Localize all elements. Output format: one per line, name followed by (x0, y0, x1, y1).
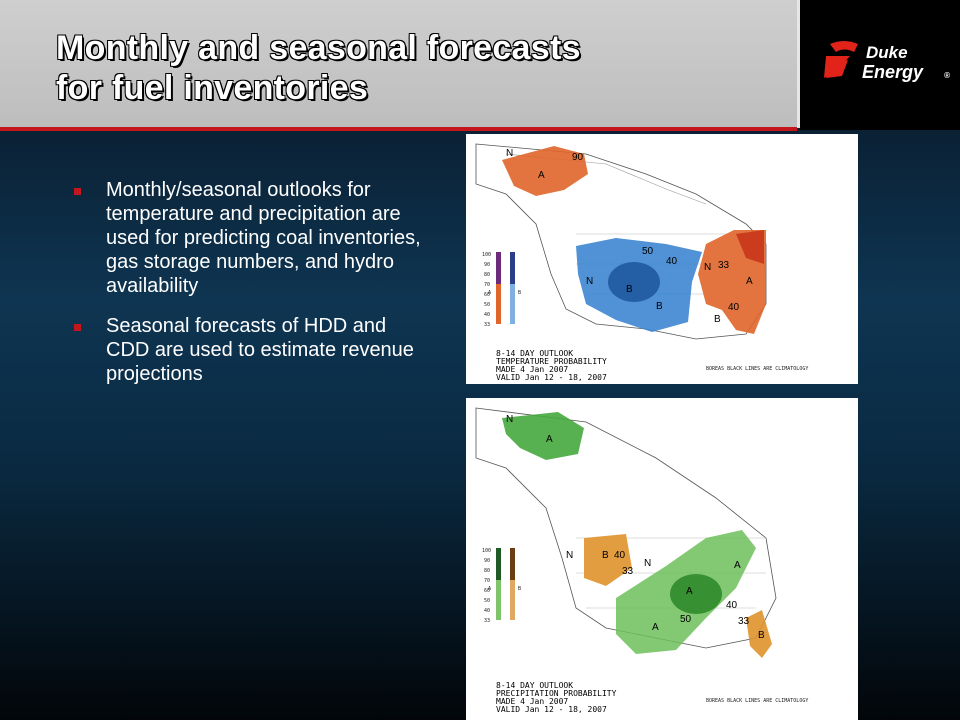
legend-value: 100 (482, 252, 491, 258)
map-label: B (714, 314, 721, 325)
legend-value: 70 (484, 578, 490, 584)
map-label: B (758, 630, 765, 641)
bullet-square-icon (74, 324, 81, 331)
map-label: B (626, 284, 633, 295)
legend-letter: B (518, 290, 521, 296)
map-caption: VALID Jan 12 - 18, 2007 (496, 705, 607, 714)
duke-energy-logo: Duke Energy ® (824, 41, 950, 82)
map-label: 40 (666, 256, 678, 267)
temperature-legend: 100 90 80 70 60 50 40 33 A B (482, 252, 521, 328)
logo-panel: Duke Energy ® (800, 0, 960, 130)
bullet-list: Monthly/seasonal outlooks for temperatur… (74, 178, 434, 402)
slide-title: Monthly and seasonal forecasts for fuel … (56, 28, 756, 108)
legend-value: 60 (484, 292, 490, 298)
precipitation-legend: 100 90 80 70 60 50 40 33 A B (482, 548, 521, 624)
map-label: 40 (614, 550, 626, 561)
bullet-item: Seasonal forecasts of HDD and CDD are us… (74, 314, 434, 386)
title-bar (0, 0, 800, 128)
alaska-above-region (502, 412, 584, 460)
west-below-region (584, 534, 632, 586)
map-label: N (506, 148, 513, 159)
title-underline (0, 127, 797, 131)
bullet-text: Monthly/seasonal outlooks for temperatur… (106, 179, 421, 297)
map-label: A (686, 586, 693, 597)
legend-letter: A (488, 290, 491, 296)
bullet-square-icon (74, 188, 81, 195)
temperature-map-graphic: N A B N A N B B 90 33 40 50 40 100 90 80… (475, 143, 808, 382)
southeast-below-region (746, 610, 772, 658)
map-caption: MADE 4 Jan 2007 (496, 365, 568, 374)
legend-value: 70 (484, 282, 490, 288)
map-caption: 8-14 DAY OUTLOOK (496, 349, 573, 358)
map-label: 50 (680, 614, 692, 625)
map-note: BOREAS BLACK LINES ARE CLIMATOLOGY (706, 698, 808, 704)
map-label: 40 (728, 302, 740, 313)
logo-line-1: Duke (866, 43, 908, 62)
alaska-above-region (502, 146, 588, 196)
map-caption: PRECIPITATION PROBABILITY (496, 689, 617, 698)
temperature-outlook-map: N A B N A N B B 90 33 40 50 40 100 90 80… (466, 134, 858, 384)
map-label: N (566, 550, 573, 561)
legend-letter: B (518, 586, 521, 592)
map-label: 40 (726, 600, 738, 611)
legend-letter: A (488, 586, 491, 592)
bullet-text: Seasonal forecasts of HDD and CDD are us… (106, 315, 414, 385)
map-label: 33 (718, 260, 730, 271)
legend-value: 40 (484, 312, 490, 318)
legend-value: 33 (484, 618, 490, 624)
legend-value: 80 (484, 272, 490, 278)
legend-value: 50 (484, 598, 490, 604)
map-label: A (746, 276, 753, 287)
map-label: 50 (642, 246, 654, 257)
map-label: 33 (622, 566, 634, 577)
precipitation-outlook-map: N A N B N A A A B 33 40 50 40 33 100 90 … (466, 398, 858, 720)
duke-energy-flame-icon (824, 41, 858, 78)
legend-value: 90 (484, 558, 490, 564)
map-label: A (652, 622, 659, 633)
map-label: N (586, 276, 593, 287)
bullet-item: Monthly/seasonal outlooks for temperatur… (74, 178, 434, 298)
precipitation-map-graphic: N A N B N A A A B 33 40 50 40 33 100 90 … (475, 407, 808, 714)
legend-value: 33 (484, 322, 490, 328)
map-label: 33 (738, 616, 750, 627)
map-caption: MADE 4 Jan 2007 (496, 697, 568, 706)
map-note: BOREAS BLACK LINES ARE CLIMATOLOGY (706, 366, 808, 372)
map-caption: 8-14 DAY OUTLOOK (496, 681, 573, 690)
legend-value: 100 (482, 548, 491, 554)
map-label: N (644, 558, 651, 569)
legend-value: 50 (484, 302, 490, 308)
map-label: B (656, 301, 663, 312)
map-label: B (602, 550, 609, 561)
map-label: A (546, 434, 553, 445)
map-caption: TEMPERATURE PROBABILITY (496, 357, 607, 366)
map-label: N (704, 262, 711, 273)
logo-line-2: Energy (862, 62, 924, 82)
map-label: A (538, 170, 545, 181)
title-line-1: Monthly and seasonal forecasts (56, 29, 581, 67)
title-line-2: for fuel inventories (56, 69, 369, 107)
map-label: A (734, 560, 741, 571)
map-label: 90 (572, 152, 584, 163)
legend-value: 60 (484, 588, 490, 594)
legend-value: 80 (484, 568, 490, 574)
legend-value: 90 (484, 262, 490, 268)
map-label: N (506, 414, 513, 425)
logo-registered-mark: ® (944, 71, 950, 80)
map-caption: VALID Jan 12 - 18, 2007 (496, 373, 607, 382)
legend-value: 40 (484, 608, 490, 614)
